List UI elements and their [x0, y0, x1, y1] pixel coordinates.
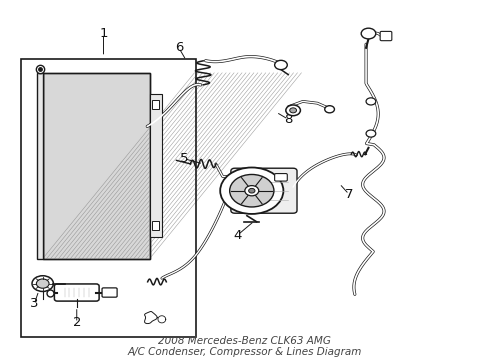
Text: 2: 2 [72, 316, 81, 329]
Circle shape [366, 98, 375, 105]
Bar [152, 100, 159, 109]
Polygon shape [144, 311, 157, 324]
Text: 8: 8 [284, 113, 292, 126]
FancyBboxPatch shape [274, 174, 287, 181]
Bar [21, 59, 196, 337]
Circle shape [32, 276, 53, 292]
FancyBboxPatch shape [102, 288, 117, 297]
Circle shape [324, 106, 334, 113]
Circle shape [36, 279, 49, 288]
Text: 3: 3 [30, 297, 39, 310]
Circle shape [285, 105, 300, 116]
Text: 4: 4 [233, 229, 241, 242]
Circle shape [229, 175, 273, 207]
Bar [42, 73, 149, 258]
Bar [42, 73, 149, 258]
Text: 1: 1 [99, 27, 107, 40]
Bar [149, 94, 162, 237]
FancyBboxPatch shape [379, 31, 391, 41]
Circle shape [248, 188, 254, 193]
Bar [37, 73, 42, 258]
Bar [152, 221, 159, 230]
Circle shape [274, 60, 287, 69]
Circle shape [244, 186, 258, 196]
Text: 2008 Mercedes-Benz CLK63 AMG
A/C Condenser, Compressor & Lines Diagram: 2008 Mercedes-Benz CLK63 AMG A/C Condens… [127, 336, 361, 357]
Circle shape [361, 28, 375, 39]
FancyBboxPatch shape [230, 168, 296, 213]
Text: 7: 7 [344, 188, 352, 201]
Circle shape [366, 130, 375, 137]
Text: 6: 6 [174, 41, 183, 54]
FancyBboxPatch shape [54, 284, 99, 301]
Circle shape [289, 108, 296, 113]
Text: 5: 5 [179, 152, 187, 165]
Circle shape [220, 167, 283, 214]
Polygon shape [158, 316, 165, 323]
